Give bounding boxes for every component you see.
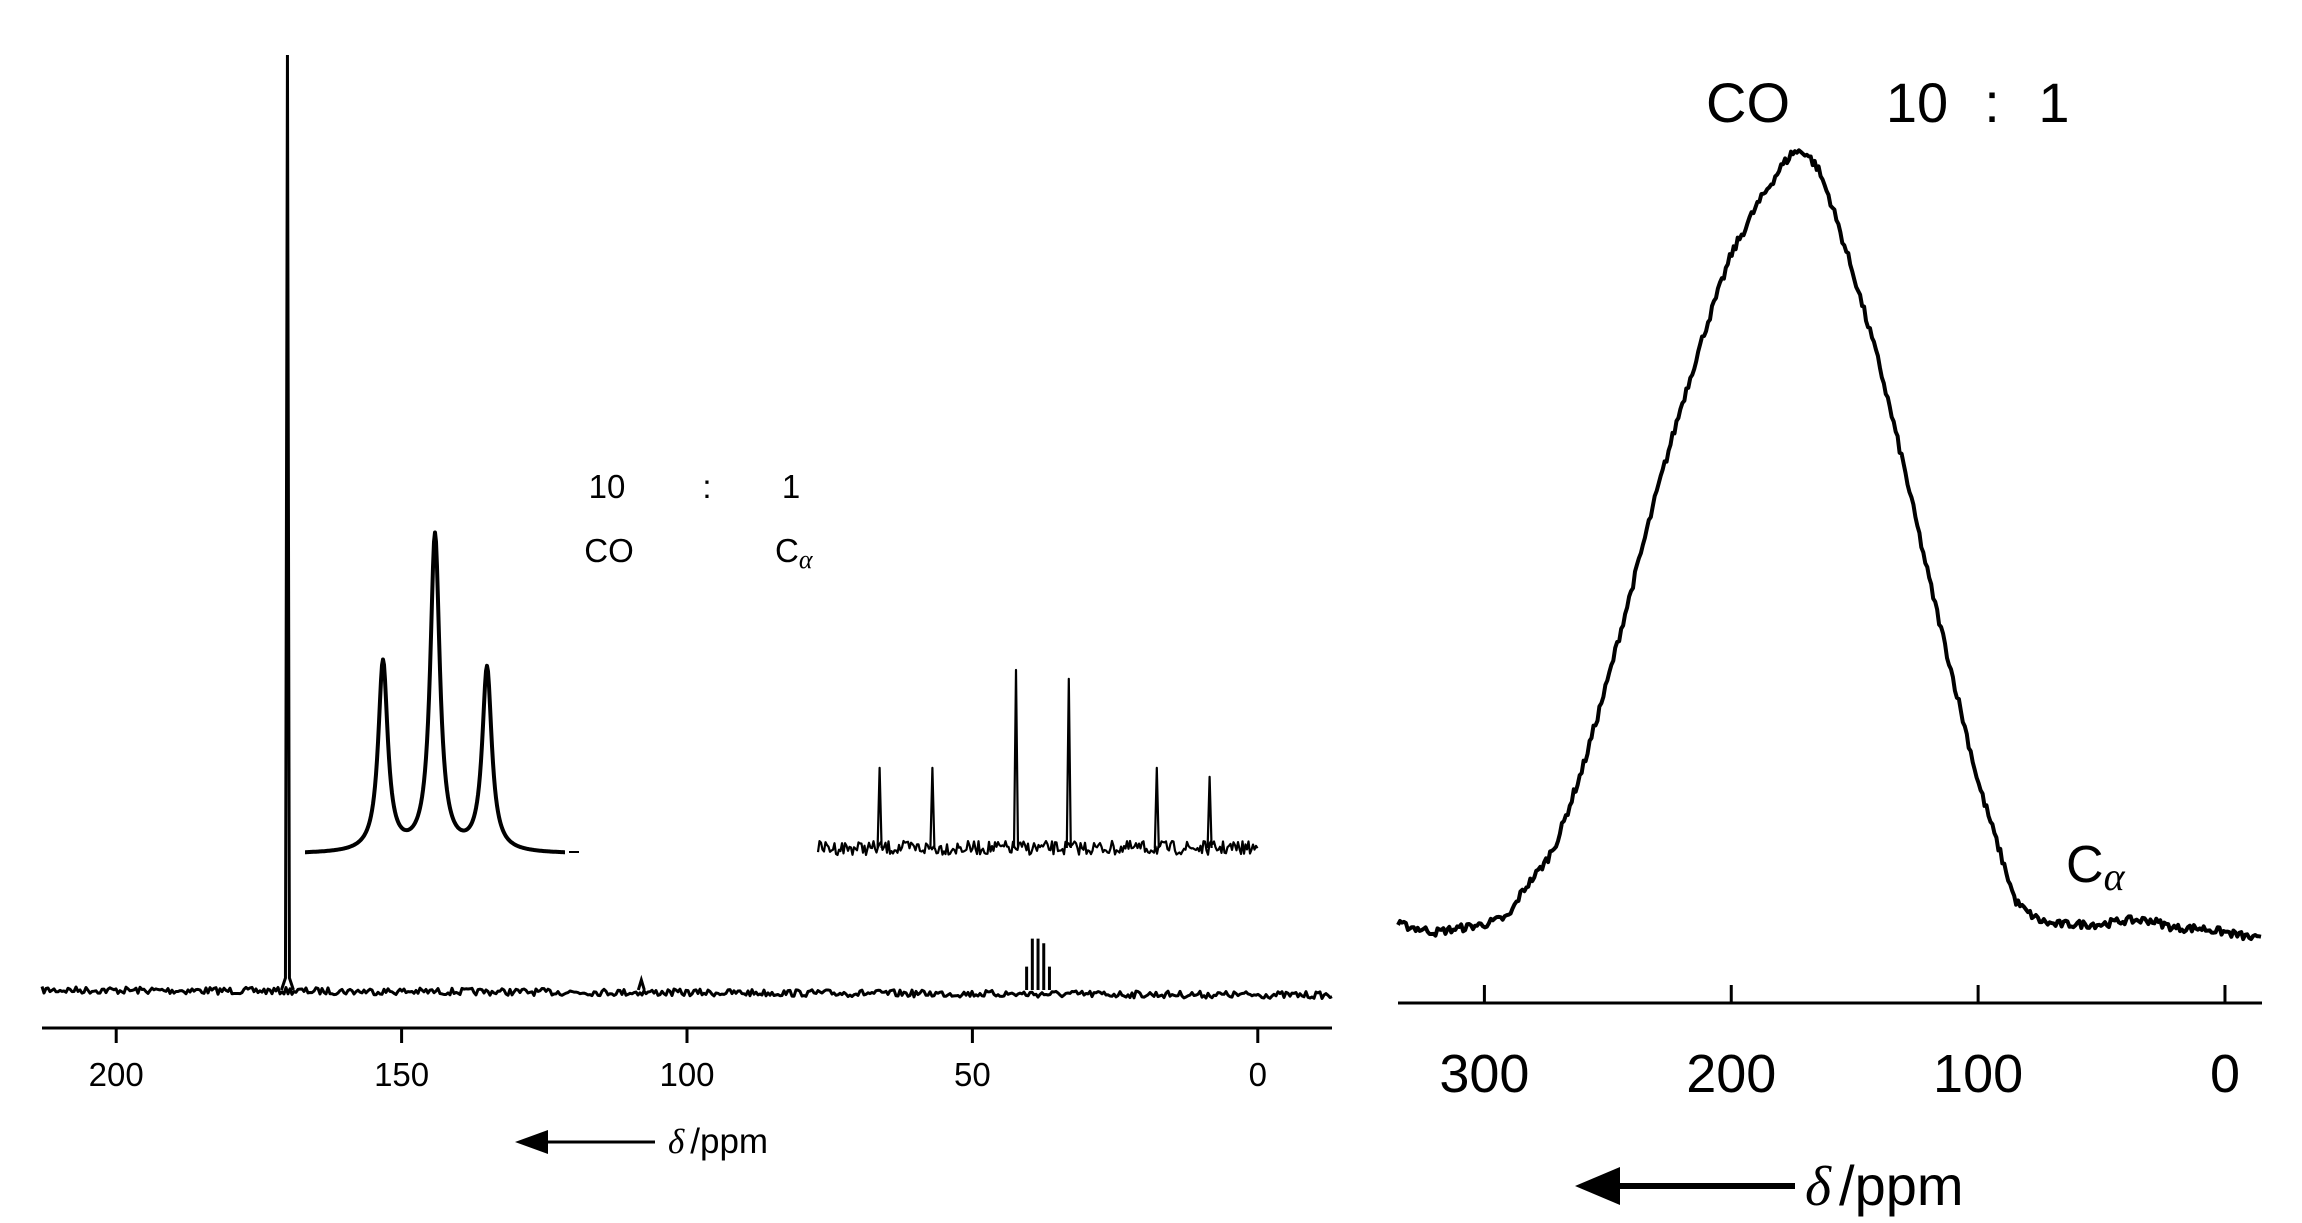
right-label-co: CO bbox=[1706, 71, 1790, 134]
left-tick-label: 50 bbox=[954, 1056, 991, 1093]
left-co-peak bbox=[280, 54, 295, 991]
left-tick-label: 100 bbox=[659, 1056, 714, 1093]
left-tick-label: 150 bbox=[374, 1056, 429, 1093]
left-spectrum-panel: 200 150 100 50 0 10 : 1 CO Cα δ/ppm bbox=[40, 54, 1333, 1161]
inset-calpha-expansion-trace bbox=[816, 668, 1259, 857]
left-label-calpha: Cα bbox=[775, 532, 814, 574]
right-x-axis-label: δ/ppm bbox=[1805, 1154, 1964, 1218]
left-tick-label: 0 bbox=[1249, 1056, 1267, 1093]
right-x-ticks: 300 200 100 0 bbox=[1439, 985, 2240, 1104]
right-label-calpha: Cα bbox=[2066, 836, 2126, 899]
right-tick-label: 300 bbox=[1439, 1044, 1529, 1104]
right-tick-label: 0 bbox=[2210, 1044, 2240, 1104]
right-ratio-right: 1 bbox=[2038, 71, 2069, 134]
right-spectrum-trace bbox=[1396, 148, 2262, 942]
left-ratio-left: 10 bbox=[589, 468, 626, 505]
right-ratio-sep: : bbox=[1984, 71, 2000, 134]
left-spectrum-trace bbox=[40, 985, 1333, 1000]
left-x-axis-label: δ/ppm bbox=[668, 1122, 768, 1161]
right-spectrum-panel: 300 200 100 0 CO 10 : 1 Cα δ/ppm bbox=[1396, 71, 2262, 1218]
left-ratio-sep: : bbox=[702, 468, 711, 505]
left-tick-label: 200 bbox=[89, 1056, 144, 1093]
left-small-peak bbox=[636, 974, 646, 991]
left-x-ticks: 200 150 100 50 0 bbox=[89, 1028, 1267, 1093]
left-calpha-multiplet bbox=[1025, 938, 1051, 990]
left-ratio-right: 1 bbox=[782, 468, 800, 505]
left-direction-arrow-head bbox=[515, 1130, 548, 1154]
right-tick-label: 100 bbox=[1933, 1044, 2023, 1104]
right-tick-label: 200 bbox=[1686, 1044, 1776, 1104]
right-direction-arrow-head bbox=[1575, 1167, 1620, 1205]
left-label-co: CO bbox=[584, 532, 634, 569]
right-ratio-left: 10 bbox=[1886, 71, 1948, 134]
inset-co-triplet-trace bbox=[304, 530, 566, 855]
